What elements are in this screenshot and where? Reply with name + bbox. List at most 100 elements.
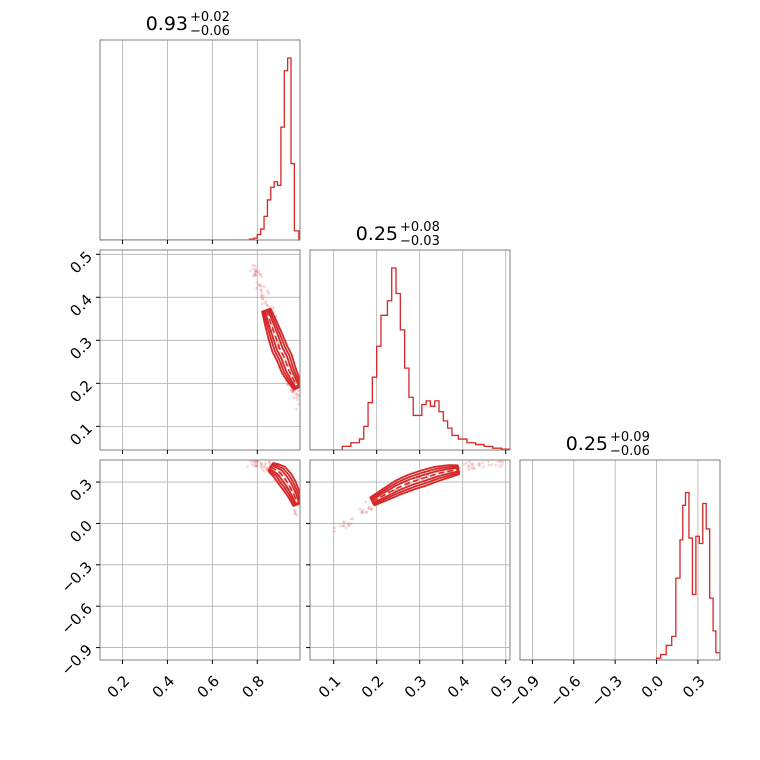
contour-level-3 (263, 308, 300, 390)
sample-point (333, 529, 336, 533)
sample-point (426, 475, 430, 479)
sample-point (255, 280, 259, 284)
panel-title-2: 0.25 +0.09−0.06 (566, 430, 650, 459)
title-plus-error: +0.09 (610, 430, 650, 445)
y-tick-label: 0.1 (66, 420, 96, 450)
panel-2-2: −0.9 −0.6 −0.3 0.0 0.3 (505, 459, 721, 711)
sample-point (263, 463, 267, 467)
sample-point (370, 508, 373, 512)
panel-frame (519, 459, 721, 661)
sample-point (253, 272, 256, 276)
panel-frame (309, 459, 511, 661)
sample-point (253, 269, 257, 273)
sample-point (267, 460, 271, 464)
sample-point (290, 389, 293, 393)
sample-point (245, 465, 249, 469)
title-value: 0.25 (566, 433, 608, 455)
y-tick-label: 0.2 (66, 377, 96, 407)
sample-point (302, 400, 305, 403)
sample-point (296, 393, 300, 396)
sample-point (494, 463, 498, 467)
sample-point (260, 288, 264, 292)
sample-point (301, 505, 304, 508)
panel-title-0: 0.93 +0.02−0.06 (146, 10, 230, 39)
sample-point (262, 465, 266, 469)
sample-point (467, 468, 471, 472)
histogram-0 (100, 57, 300, 240)
sample-point (264, 300, 268, 303)
sample-point (289, 388, 293, 392)
contour-level-2 (268, 463, 300, 507)
sample-point (294, 393, 298, 396)
contour-core (270, 466, 299, 505)
sample-point (294, 513, 298, 517)
panel-frame (99, 459, 301, 661)
sample-point (276, 341, 280, 345)
sample-point (259, 288, 263, 292)
sample-point (265, 467, 269, 470)
sample-point (492, 456, 495, 459)
y-tick-label: 0.3 (66, 334, 96, 364)
sample-point (255, 286, 259, 290)
contour-level-3 (269, 464, 300, 506)
sample-point (254, 464, 258, 468)
sample-point (253, 274, 257, 277)
sample-point (467, 464, 471, 468)
contour-core (265, 309, 299, 388)
sample-point (350, 522, 353, 525)
sample-point (253, 460, 257, 463)
sample-point (499, 460, 503, 463)
sample-point (294, 391, 298, 395)
sample-point (265, 468, 268, 471)
sample-point (297, 389, 300, 393)
x-tick-label: 0.0 (638, 672, 668, 702)
sample-point (343, 520, 346, 524)
sample-point (253, 264, 257, 267)
title-value: 0.25 (356, 223, 398, 245)
histogram-1 (310, 267, 510, 450)
sample-point (253, 272, 257, 276)
sample-point (291, 391, 295, 395)
sample-point (252, 464, 256, 468)
sample-point (259, 293, 263, 297)
y-tick-label: 0.5 (66, 248, 96, 278)
title-minus-error: −0.03 (400, 234, 440, 249)
sample-point (333, 526, 337, 530)
sample-point (251, 267, 255, 270)
sample-point (252, 457, 255, 460)
sample-point (254, 460, 258, 464)
sample-point (252, 460, 256, 463)
sample-point (292, 509, 296, 513)
sample-point (293, 511, 297, 514)
sample-point (251, 263, 255, 267)
panel-frame (309, 249, 511, 451)
contour-core (372, 468, 459, 503)
sample-point (349, 517, 353, 521)
sample-point (364, 500, 367, 504)
x-tick-label: 0.2 (358, 672, 388, 702)
sample-point (250, 462, 254, 466)
sample-point (370, 507, 374, 511)
sample-point (490, 463, 494, 466)
sample-point (249, 460, 252, 463)
sample-point (469, 462, 473, 466)
y-tick-label: −0.9 (58, 641, 96, 679)
x-tick-label: 0.8 (238, 672, 268, 702)
sample-point (260, 294, 264, 298)
title-minus-error: −0.06 (610, 444, 650, 459)
contour-level-2 (262, 308, 300, 390)
contour-level-1 (261, 307, 300, 391)
sample-point (294, 407, 298, 411)
sample-point (261, 297, 264, 301)
contour-level-2 (370, 465, 460, 505)
sample-point (294, 509, 298, 512)
sample-point (292, 396, 296, 400)
y-tick-label: −0.6 (58, 599, 96, 637)
sample-point (264, 462, 267, 465)
title-value: 0.93 (146, 13, 188, 35)
sample-point (255, 464, 258, 467)
sample-point (341, 524, 345, 528)
sample-point (472, 467, 476, 471)
sample-point (259, 273, 263, 276)
